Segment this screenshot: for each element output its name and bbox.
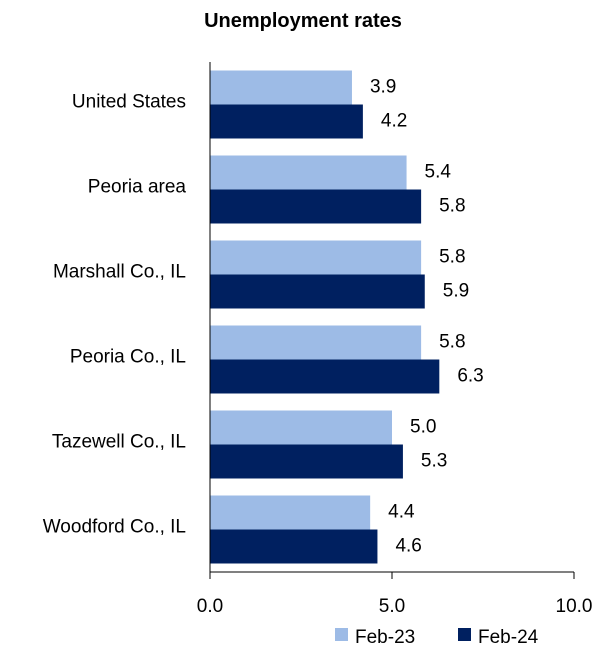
bar-feb-23	[210, 410, 392, 445]
data-label: 4.6	[395, 536, 421, 557]
legend: Feb-23 Feb-24	[335, 627, 539, 648]
legend-swatch	[335, 628, 348, 641]
category-group: Marshall Co., IL 5.8 5.9	[53, 240, 469, 309]
data-label: 5.4	[425, 162, 452, 183]
category-group: Peoria area 5.4 5.8	[88, 155, 466, 224]
data-label: 4.4	[388, 502, 415, 523]
category-label: Woodford Co., IL	[43, 517, 186, 538]
legend-label: Feb-23	[355, 627, 415, 648]
data-label: 5.8	[439, 247, 465, 268]
category-label: Peoria Co., IL	[70, 347, 186, 368]
bar-feb-24	[210, 274, 425, 309]
bar-feb-24	[210, 444, 403, 479]
x-tick-label: 10.0	[556, 596, 593, 617]
x-tick-label: 0.0	[197, 596, 223, 617]
bar-feb-23	[210, 240, 422, 275]
category-label: United States	[72, 92, 186, 113]
category-group: Tazewell Co., IL 5.0 5.3	[52, 410, 447, 479]
data-label: 3.9	[370, 77, 396, 98]
category-group: Woodford Co., IL 4.4 4.6	[43, 495, 422, 564]
category-label: Tazewell Co., IL	[52, 432, 186, 453]
bar-feb-24	[210, 104, 363, 139]
data-label: 4.2	[381, 111, 407, 132]
bar-feb-23	[210, 325, 422, 360]
bar-feb-24	[210, 529, 378, 564]
axis-layer: 0.0 5.0 10.0	[197, 62, 593, 617]
category-label: Peoria area	[88, 177, 187, 198]
bar-feb-23	[210, 495, 371, 530]
legend-item: Feb-23	[335, 627, 415, 648]
category-group: Peoria Co., IL 5.8 6.3	[70, 325, 484, 394]
category-group: United States 3.9 4.2	[72, 70, 407, 139]
bar-feb-24	[210, 189, 422, 224]
data-label: 5.0	[410, 417, 436, 438]
bar-feb-23	[210, 155, 407, 190]
bar-feb-24	[210, 359, 440, 394]
data-label: 6.3	[457, 366, 483, 387]
data-label: 5.8	[439, 196, 465, 217]
chart-title: Unemployment rates	[204, 10, 402, 32]
category-label: Marshall Co., IL	[53, 262, 186, 283]
x-tick-label: 5.0	[379, 596, 405, 617]
legend-item: Feb-24	[458, 627, 539, 648]
data-label: 5.9	[443, 281, 469, 302]
legend-swatch	[458, 628, 471, 641]
legend-label: Feb-24	[478, 627, 539, 648]
data-label: 5.8	[439, 332, 465, 353]
data-label: 5.3	[421, 451, 447, 472]
bar-feb-23	[210, 70, 352, 105]
